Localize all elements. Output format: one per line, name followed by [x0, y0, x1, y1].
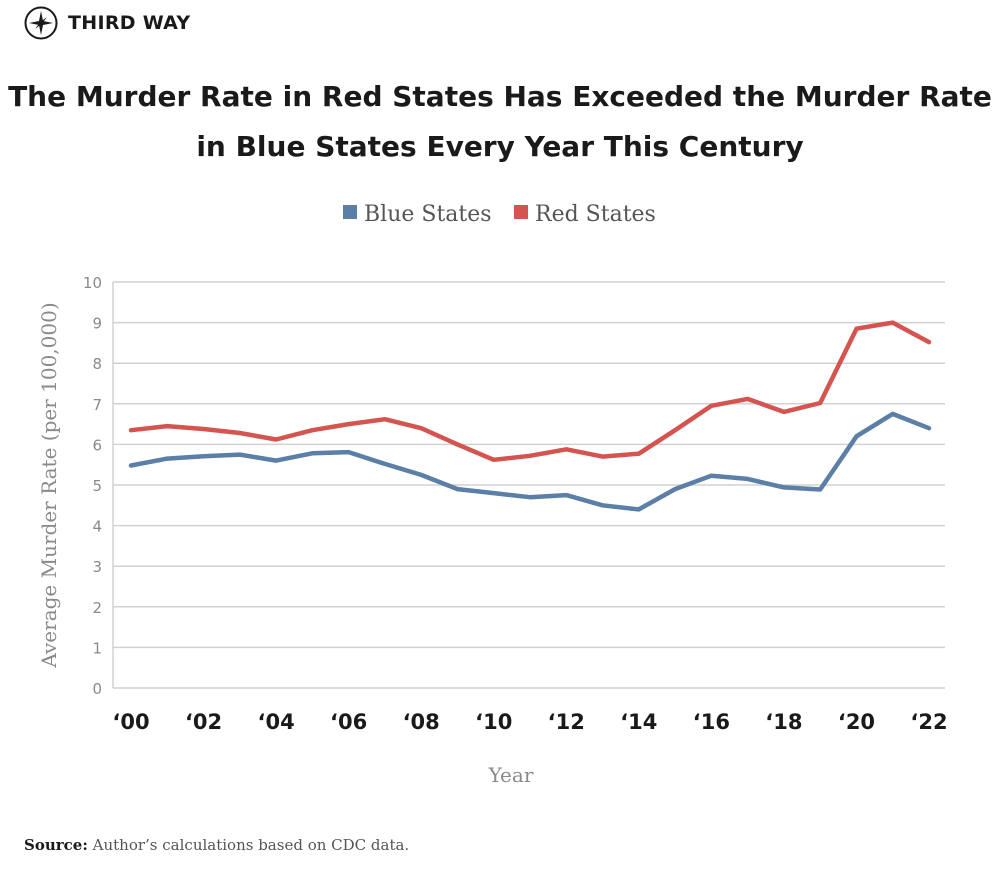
x-tick-label: ‘22 — [910, 710, 947, 734]
source-note: Source: Author’s calculations based on C… — [24, 836, 409, 854]
y-tick-label: 1 — [92, 639, 102, 657]
legend-label-blue-states: Blue States — [364, 202, 492, 227]
x-axis-label: Year — [488, 763, 534, 787]
y-tick-label: 0 — [92, 680, 102, 698]
x-tick-label: ‘20 — [838, 710, 875, 734]
chart-series — [128, 320, 932, 512]
y-tick-label: 9 — [92, 315, 102, 333]
chart-title: The Murder Rate in Red States Has Exceed… — [0, 72, 1000, 172]
x-tick-label: ‘00 — [112, 710, 149, 734]
compass-star-icon — [24, 6, 58, 40]
chart-legend: Blue States Red States — [343, 202, 656, 227]
y-axis: 0 1 2 3 4 5 6 7 8 9 10 — [83, 274, 114, 698]
y-tick-label: 2 — [92, 599, 102, 617]
series-line-red-states — [128, 320, 932, 463]
y-tick-label: 8 — [92, 355, 102, 373]
y-tick-label: 4 — [92, 518, 102, 536]
legend-swatch-red-states — [514, 205, 528, 219]
brand: THIRD WAY — [24, 6, 190, 40]
y-axis-label: Average Murder Rate (per 100,000) — [37, 302, 61, 668]
chart-gridlines — [113, 281, 945, 689]
x-tick-label: ‘14 — [620, 710, 657, 734]
source-text: Author’s calculations based on CDC data. — [92, 836, 410, 854]
source-label: Source: — [24, 836, 88, 854]
series-line-blue-states — [128, 411, 932, 512]
y-tick-label: 6 — [92, 436, 102, 454]
x-tick-label: ‘08 — [403, 710, 440, 734]
y-tick-label: 5 — [92, 477, 102, 495]
x-tick-label: ‘18 — [765, 710, 802, 734]
x-tick-label: ‘16 — [693, 710, 730, 734]
x-tick-label: ‘02 — [185, 710, 222, 734]
x-axis: ‘00 ‘02 ‘04 ‘06 ‘08 ‘10 ‘12 ‘14 ‘16 ‘18 ‘20 ‘22 — [112, 710, 947, 734]
legend-swatch-blue-states — [343, 205, 357, 219]
chart-title-line-2: in Blue States Every Year This Century — [196, 130, 804, 163]
y-tick-label: 3 — [92, 558, 102, 576]
x-tick-label: ‘10 — [475, 710, 512, 734]
x-tick-label: ‘12 — [548, 710, 585, 734]
brand-name: THIRD WAY — [68, 12, 191, 34]
chart-title-line-1: The Murder Rate in Red States Has Exceed… — [8, 80, 992, 113]
legend-label-red-states: Red States — [535, 202, 656, 227]
y-tick-label: 7 — [92, 396, 102, 414]
x-tick-label: ‘06 — [330, 710, 367, 734]
y-tick-label: 10 — [83, 274, 102, 292]
x-tick-label: ‘04 — [257, 710, 294, 734]
